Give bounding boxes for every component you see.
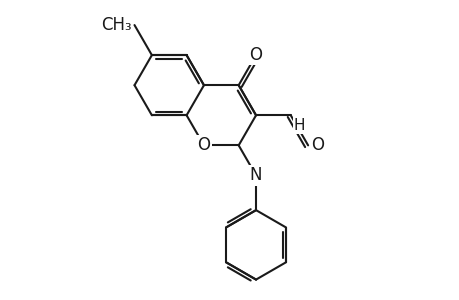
Text: O: O: [310, 136, 323, 154]
Text: H: H: [293, 118, 304, 133]
Text: O: O: [197, 136, 210, 154]
Text: O: O: [249, 46, 262, 64]
Text: N: N: [249, 167, 262, 184]
Text: CH₃: CH₃: [101, 16, 131, 34]
